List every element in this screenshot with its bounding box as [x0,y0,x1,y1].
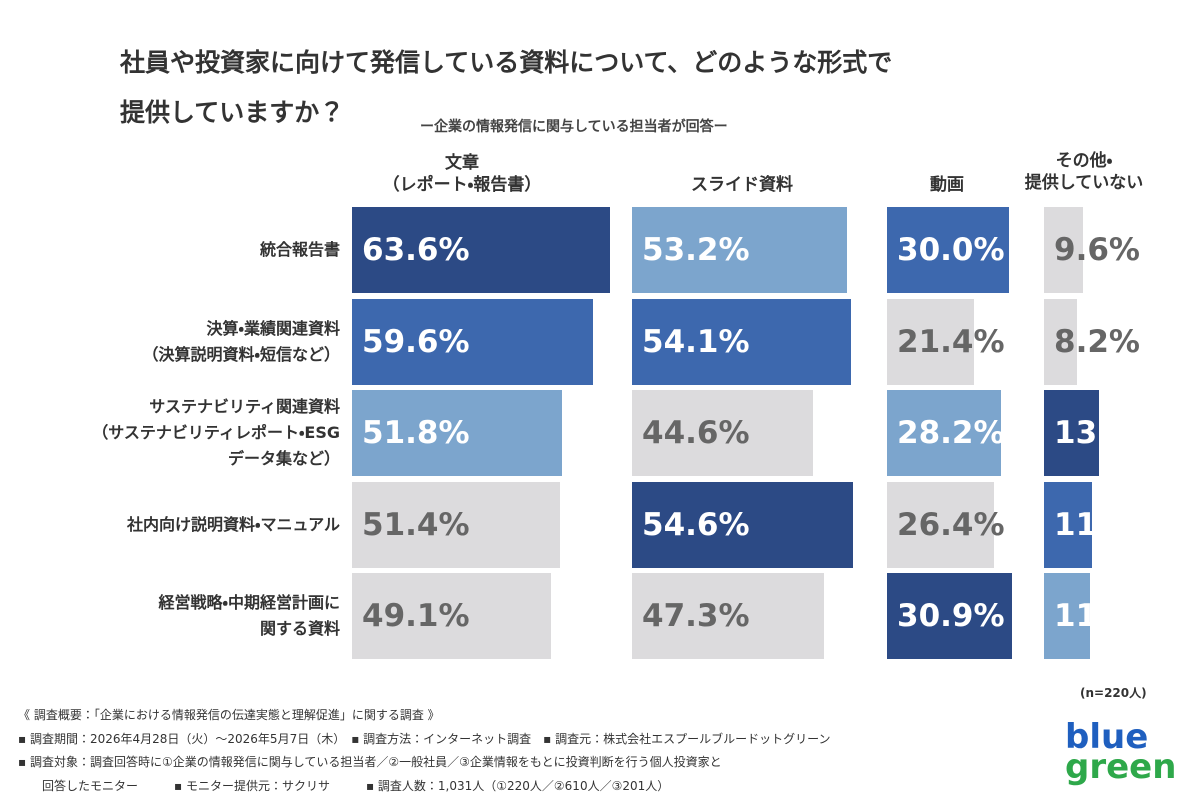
bar [632,481,854,568]
bar [352,298,594,385]
value-label: 54.6% [642,506,750,543]
bar [1044,298,1078,385]
category-label: 経営戦略・中期経営計画に 関する資料 [158,593,340,638]
legend-label: 文章 （レポート・報告書） [382,153,542,195]
bar [352,481,561,568]
bar [352,390,562,476]
category-label: 決算・業績関連資料 （決算説明資料・短信など） [142,318,340,364]
value-label: 28.2% [897,415,1005,451]
logo-blue: blue [1065,717,1149,757]
value-label: 13.6% [1054,415,1162,451]
bar [632,390,813,476]
bar [1044,390,1100,476]
bar [887,481,994,568]
bar [352,573,551,659]
bar [632,298,852,385]
legend-label: スライド資料 [691,175,793,195]
bar [632,207,848,293]
chart-subtitle: ー企業の情報発信に関与している担当者が回答ー [420,119,728,135]
bar [1044,481,1092,568]
value-label: 11.4% [1054,598,1162,634]
legend-label: その他・ 提供していない [1024,151,1144,193]
value-label: 59.6% [362,323,470,360]
value-label: 53.2% [642,232,750,268]
footnote: ▪ 調査期間：2026年4月28日（火）～2026年5月7日（木） ▪ 調査方法… [18,731,831,746]
bar [887,207,1009,293]
value-label: 49.1% [362,598,470,634]
bar [1044,207,1083,293]
legend-label: 動画 [930,175,964,195]
chart-title: 社員や投資家に向けて発信している資料について、どのような形式で 提供していますか… [120,48,893,127]
logo-green: green [1065,747,1177,787]
value-label: 51.4% [362,506,470,543]
value-label: 54.1% [642,323,750,360]
value-label: 21.4% [897,323,1005,360]
value-label: 11.8% [1054,506,1162,543]
value-label: 8.2% [1054,323,1140,360]
value-label: 51.8% [362,415,470,451]
category-label: サステナビリティ関連資料 （サステナビリティレポート・ESG データ集など） [92,397,340,468]
value-label: 9.6% [1054,232,1140,268]
bar [352,207,610,293]
category-label: 統合報告書 [259,240,340,259]
category-label: 社内向け説明資料・マニュアル [127,514,340,534]
footnote: ▪ 調査対象：調査回答時に①企業の情報発信に関与している担当者／②一般社員／③企… [18,755,722,769]
value-label: 30.9% [897,598,1005,634]
value-label: 47.3% [642,598,750,634]
bar [632,573,824,659]
footnote: 《 調査概要：「企業における情報発信の伝達実態と理解促進」に関する調査 》 [18,708,440,722]
value-label: 63.6% [362,232,470,268]
sample-size: (n=220人) [1080,686,1147,700]
bar [887,298,974,385]
bar [1044,573,1091,659]
bar [887,390,1002,476]
value-label: 26.4% [897,506,1005,543]
bar [887,573,1013,659]
value-label: 30.0% [897,232,1005,268]
value-label: 44.6% [642,415,750,451]
footnote: 回答したモニター ▪ モニター提供元：サクリサ ▪ 調査人数：1,031人（①2… [18,778,670,793]
